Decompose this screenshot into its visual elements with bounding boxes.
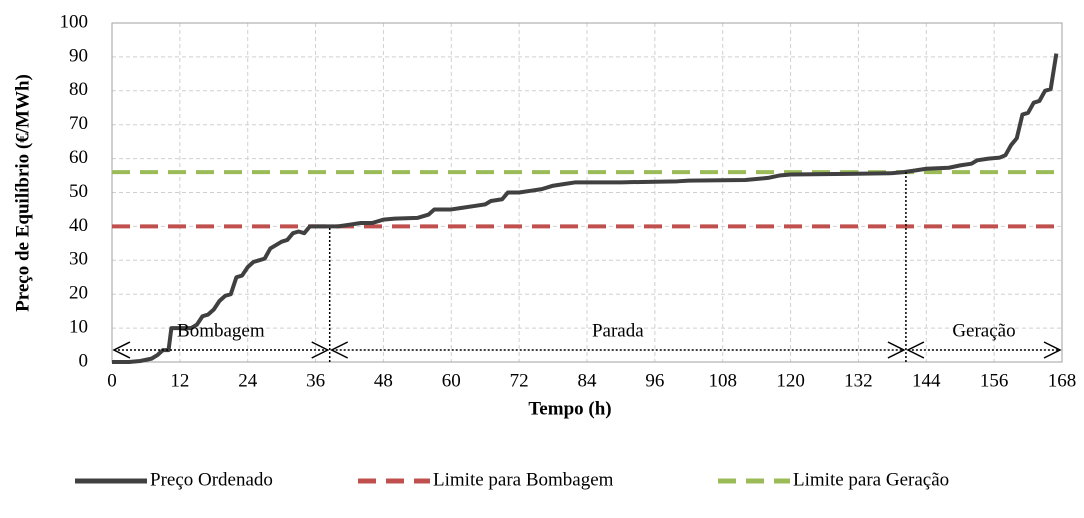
x-tick-label: 60 [442,370,461,391]
arrow-head [1043,341,1062,359]
arrow-head [311,341,330,359]
y-tick-label: 50 [69,181,88,202]
x-tick-label: 96 [645,370,664,391]
x-tick-label: 168 [1048,370,1077,391]
x-tick-label: 12 [170,370,189,391]
x-tick-label: 84 [578,370,598,391]
y-tick-label: 100 [60,11,89,32]
arrow-head [887,341,906,359]
span-label: Geração [952,320,1015,341]
arrow-head [906,341,925,359]
series-line [112,53,1059,364]
legend-label: Limite para Geração [793,469,949,490]
legend-label: Limite para Bombagem [433,469,614,490]
y-tick-label: 90 [69,45,88,66]
x-tick-label: 0 [107,370,117,391]
x-tick-label: 132 [844,370,873,391]
y-tick-label: 60 [69,147,88,168]
x-tick-label: 156 [980,370,1009,391]
x-axis-label: Tempo (h) [528,398,611,419]
y-tick-label: 20 [69,283,88,304]
x-tick-label: 48 [374,370,393,391]
y-axis-label: Preço de Equilíbrio (€/MWh) [12,74,33,312]
x-tick-label: 72 [510,370,529,391]
legend-label: Preço Ordenado [150,469,273,490]
arrow-head [112,341,131,359]
y-tick-label: 70 [69,113,88,134]
arrow-head [330,341,349,359]
y-tick-label: 0 [79,350,89,371]
plot-frame [111,22,1063,363]
y-tick-label: 30 [69,249,88,270]
x-tick-label: 120 [776,370,805,391]
x-tick-label: 108 [708,370,737,391]
y-tick-label: 10 [69,316,88,337]
span-label: Bombagem [177,320,265,341]
x-tick-label: 36 [306,370,325,391]
y-tick-label: 40 [69,215,88,236]
x-tick-label: 24 [238,370,258,391]
x-tick-label: 144 [912,370,941,391]
span-label: Parada [592,320,644,341]
y-tick-label: 80 [69,79,88,100]
